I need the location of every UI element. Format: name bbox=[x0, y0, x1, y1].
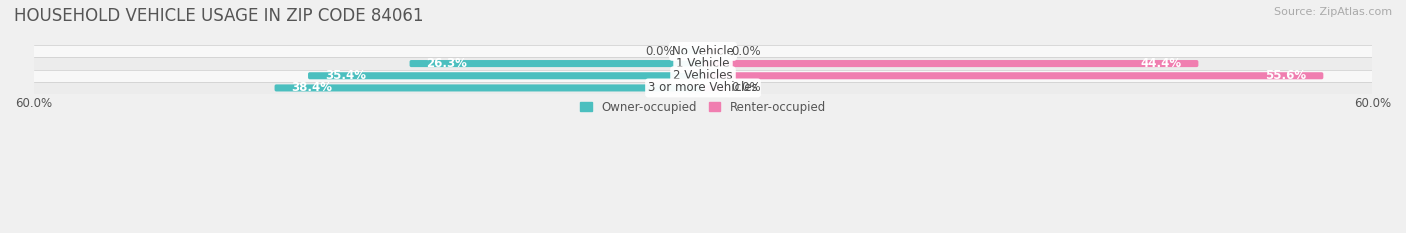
Text: HOUSEHOLD VEHICLE USAGE IN ZIP CODE 84061: HOUSEHOLD VEHICLE USAGE IN ZIP CODE 8406… bbox=[14, 7, 423, 25]
FancyBboxPatch shape bbox=[703, 84, 725, 92]
Legend: Owner-occupied, Renter-occupied: Owner-occupied, Renter-occupied bbox=[575, 96, 831, 118]
FancyBboxPatch shape bbox=[703, 60, 1198, 67]
Text: 38.4%: 38.4% bbox=[291, 82, 332, 94]
FancyBboxPatch shape bbox=[409, 60, 703, 67]
Text: 1 Vehicle: 1 Vehicle bbox=[676, 57, 730, 70]
Text: Source: ZipAtlas.com: Source: ZipAtlas.com bbox=[1274, 7, 1392, 17]
FancyBboxPatch shape bbox=[703, 48, 725, 55]
Text: 3 or more Vehicles: 3 or more Vehicles bbox=[648, 82, 758, 94]
Text: 35.4%: 35.4% bbox=[325, 69, 366, 82]
Text: 55.6%: 55.6% bbox=[1265, 69, 1306, 82]
FancyBboxPatch shape bbox=[681, 48, 703, 55]
Bar bbox=[34, 82, 1372, 94]
FancyBboxPatch shape bbox=[274, 84, 703, 92]
Bar bbox=[34, 70, 1372, 82]
Text: No Vehicle: No Vehicle bbox=[672, 45, 734, 58]
Text: 0.0%: 0.0% bbox=[731, 45, 761, 58]
Bar bbox=[34, 45, 1372, 58]
Text: 2 Vehicles: 2 Vehicles bbox=[673, 69, 733, 82]
FancyBboxPatch shape bbox=[703, 72, 1323, 79]
Text: 0.0%: 0.0% bbox=[731, 82, 761, 94]
Text: 26.3%: 26.3% bbox=[426, 57, 467, 70]
Bar bbox=[34, 58, 1372, 70]
Text: 0.0%: 0.0% bbox=[645, 45, 675, 58]
FancyBboxPatch shape bbox=[308, 72, 703, 79]
Text: 44.4%: 44.4% bbox=[1140, 57, 1181, 70]
